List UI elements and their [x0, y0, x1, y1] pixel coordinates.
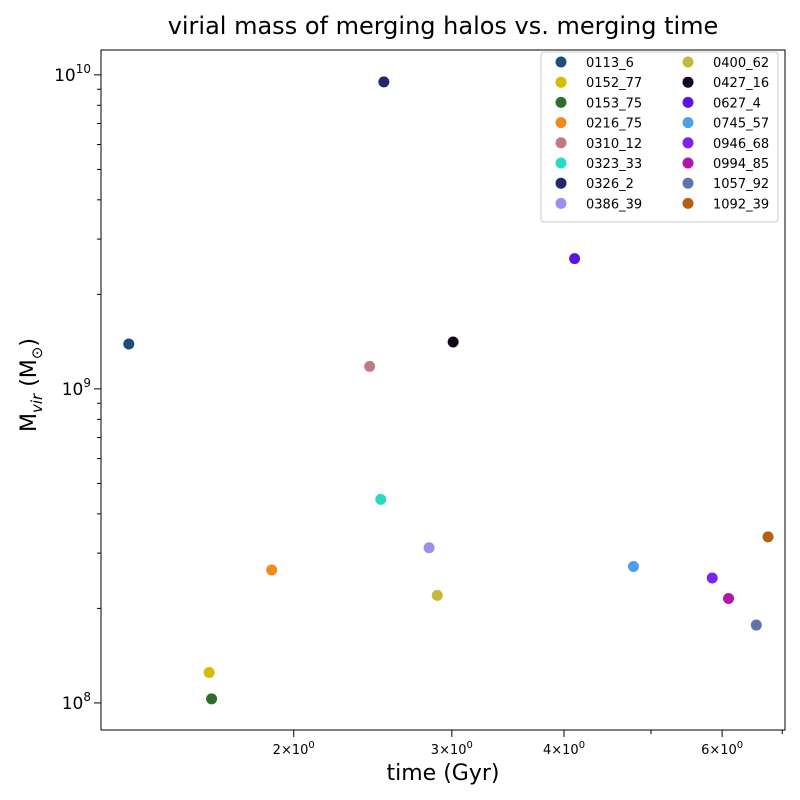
data-point-0113_6 — [123, 338, 135, 350]
legend-label-0386_39: 0386_39 — [586, 197, 642, 212]
legend-marker-1057_92 — [682, 177, 694, 189]
data-point-0323_33 — [375, 493, 387, 505]
data-point-0310_12 — [364, 360, 376, 372]
x-tick-label-1: 3×100 — [431, 740, 473, 758]
legend-label-0745_57: 0745_57 — [713, 117, 769, 132]
legend-marker-0152_77 — [555, 76, 567, 88]
data-point-0427_16 — [447, 336, 459, 348]
legend-marker-0627_4 — [682, 96, 694, 108]
y-axis-label-unit-close: ) — [17, 338, 42, 347]
y-tick-label-1: 109 — [62, 376, 91, 400]
data-point-0627_4 — [569, 253, 581, 265]
data-point-0153_75 — [206, 693, 218, 705]
plot-area: 2×100 3×100 4×100 6×100 108 109 1010 — [54, 49, 786, 758]
legend-label-0400_62: 0400_62 — [713, 56, 769, 71]
legend-marker-0427_16 — [682, 76, 694, 88]
legend-label-0994_85: 0994_85 — [713, 157, 769, 172]
axes-frame — [100, 49, 786, 731]
legend-marker-0310_12 — [555, 137, 567, 149]
legend-marker-0323_33 — [555, 157, 567, 169]
legend-marker-0153_75 — [555, 96, 567, 108]
data-point-0386_39 — [423, 542, 435, 554]
x-tick-label-3: 6×100 — [701, 740, 743, 758]
legend-label-0152_77: 0152_77 — [586, 76, 642, 91]
legend-marker-0745_57 — [682, 117, 694, 129]
y-tick-label-0: 108 — [62, 690, 91, 714]
y-axis-label-sub: vir — [28, 393, 46, 413]
chart-title: virial mass of merging halos vs. merging… — [168, 12, 719, 40]
legend-label-0627_4: 0627_4 — [713, 96, 761, 111]
legend: 0113_6 0152_77 0153_75 0216_75 0310_12 0323_3… — [540, 51, 779, 223]
legend-label-0326_2: 0326_2 — [586, 177, 634, 192]
legend-marker-0994_85 — [682, 157, 694, 169]
data-point-0994_85 — [723, 593, 735, 605]
data-point-1057_92 — [750, 619, 762, 631]
legend-marker-0946_68 — [682, 137, 694, 149]
data-point-1092_39 — [762, 531, 774, 543]
legend-label-0946_68: 0946_68 — [713, 137, 769, 152]
x-tick-label-2: 4×100 — [543, 740, 585, 758]
legend-label-0153_75: 0153_75 — [586, 96, 642, 111]
legend-label-1057_92: 1057_92 — [713, 177, 769, 192]
legend-marker-1092_39 — [682, 197, 694, 209]
x-tick-label-0: 2×100 — [273, 740, 315, 758]
data-point-0946_68 — [706, 572, 718, 584]
y-axis-label-unit-open: (M — [17, 359, 42, 394]
legend-marker-0400_62 — [682, 56, 694, 68]
legend-marker-0326_2 — [555, 177, 567, 189]
legend-marker-0113_6 — [555, 56, 567, 68]
legend-box — [540, 51, 779, 223]
legend-label-0113_6: 0113_6 — [586, 56, 634, 71]
legend-label-0310_12: 0310_12 — [586, 137, 642, 152]
data-point-0745_57 — [627, 560, 639, 572]
y-axis-label: Mvir (M⊙) — [17, 338, 46, 432]
legend-label-0427_16: 0427_16 — [713, 76, 769, 91]
y-axis-label-main: M — [17, 413, 42, 432]
y-tick-label-2: 1010 — [54, 62, 91, 86]
legend-marker-0216_75 — [555, 117, 567, 129]
legend-marker-0386_39 — [555, 197, 567, 209]
data-point-0152_77 — [203, 667, 215, 679]
legend-label-0216_75: 0216_75 — [586, 117, 642, 132]
x-axis-label: time (Gyr) — [387, 761, 500, 786]
data-point-0400_62 — [431, 589, 443, 601]
data-point-0216_75 — [266, 564, 278, 576]
y-axis-label-unit-sym: ⊙ — [28, 347, 46, 360]
data-point-0326_2 — [378, 76, 390, 88]
legend-label-0323_33: 0323_33 — [586, 157, 642, 172]
legend-label-1092_39: 1092_39 — [713, 197, 769, 212]
